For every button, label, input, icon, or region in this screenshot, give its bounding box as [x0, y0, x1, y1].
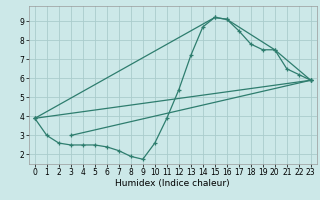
X-axis label: Humidex (Indice chaleur): Humidex (Indice chaleur) — [116, 179, 230, 188]
